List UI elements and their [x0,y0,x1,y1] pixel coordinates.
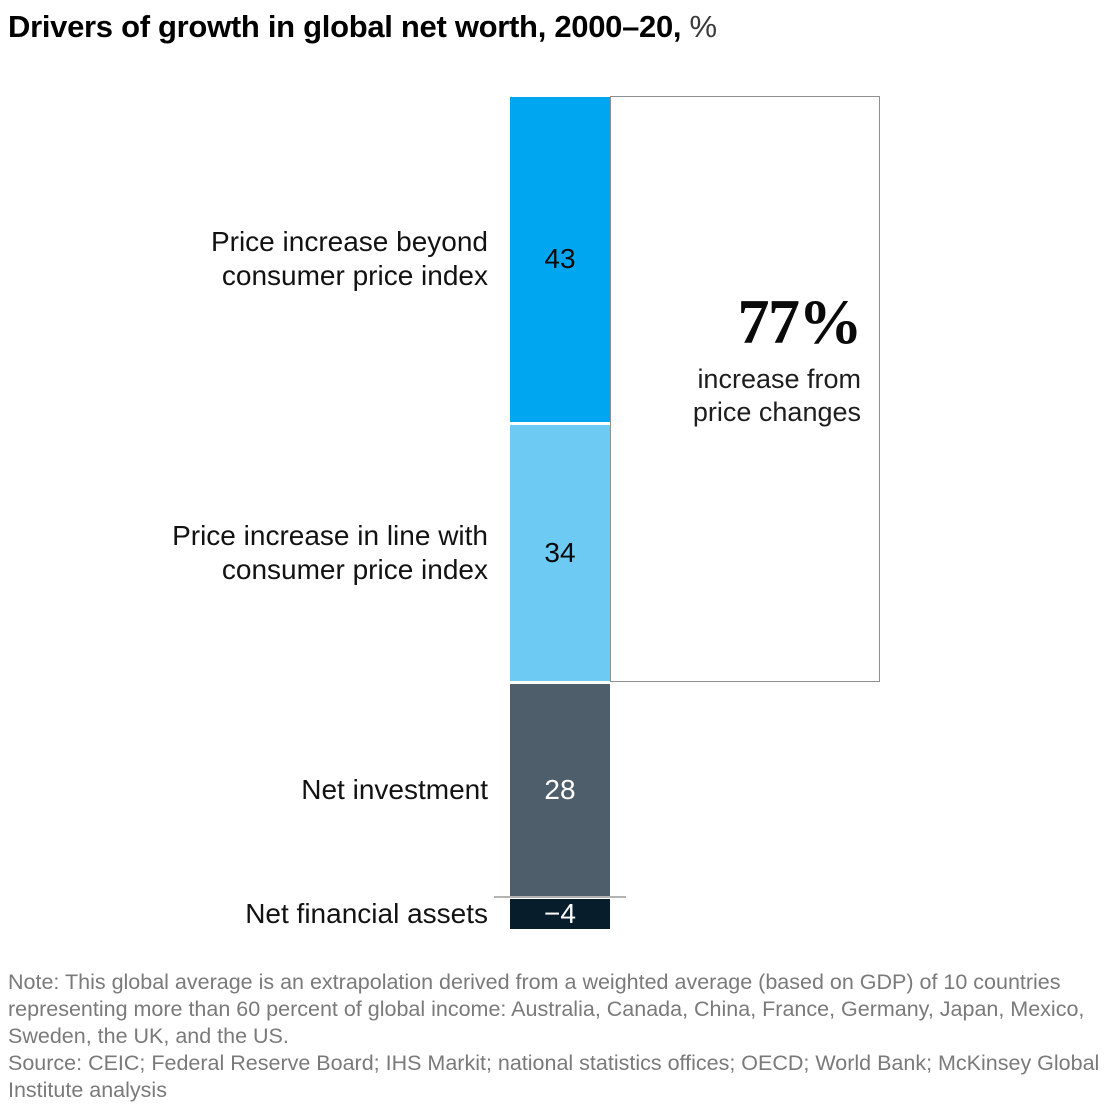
bar-segment-net-financial-assets: −4 [510,897,610,929]
bar-segment-net-investment: 28 [510,684,610,896]
chart-title-unit: % [681,9,718,44]
chart-title: Drivers of growth in global net worth, 2… [8,8,717,46]
value-label-price-in-line-cpi: 34 [544,536,576,568]
bar-segment-price-in-line-cpi: 34 [510,424,610,682]
chart-title-main: Drivers of growth in global net worth, 2… [8,9,682,44]
annotation-subtext: increase from price changes [692,364,861,427]
row-label-price-beyond-cpi: Price increase beyond consumer price ind… [210,226,488,292]
zero-axis-line [494,896,626,899]
bar-segment-price-beyond-cpi: 43 [510,97,610,422]
row-label-net-financial-assets: Net financial assets [245,897,488,929]
price-changes-annotation-box: 77% increase from price changes [610,96,880,683]
row-label-net-investment: Net investment [301,774,488,806]
value-label-price-beyond-cpi: 43 [544,243,576,275]
footnotes: Note: This global average is an extrapol… [8,969,1108,1104]
source-text: Source: CEIC; Federal Reserve Board; IHS… [8,1051,1100,1102]
row-label-price-in-line-cpi: Price increase in line with consumer pri… [172,520,488,585]
price-changes-annotation: 77% increase from price changes [692,286,863,429]
note-text: Note: This global average is an extrapol… [8,970,1085,1048]
annotation-headline: 77% [737,286,863,357]
value-label-net-investment: 28 [544,774,576,806]
value-label-net-financial-assets: −4 [544,897,576,929]
